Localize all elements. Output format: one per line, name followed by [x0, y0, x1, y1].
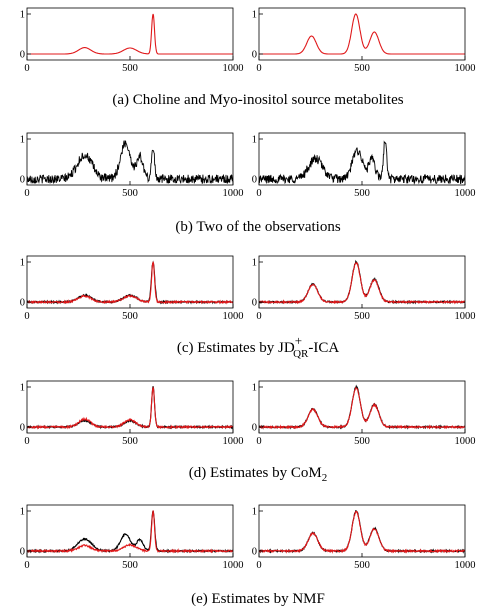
x-tick-label: 1000 [223, 188, 244, 199]
x-tick-label: 0 [24, 311, 29, 322]
x-tick-label: 500 [354, 560, 370, 571]
plot-d-left: 0 1 0 500 1000 [20, 380, 244, 447]
plot-frame [258, 380, 466, 434]
x-tick-label: 0 [256, 63, 261, 74]
x-tick-label: 0 [256, 436, 261, 447]
x-tick-label: 1000 [455, 311, 476, 322]
plot-e-left: 0 1 0 500 1000 [20, 504, 244, 571]
x-tick-label: 500 [354, 436, 370, 447]
y-tick-label: 0 [252, 298, 257, 309]
x-tick-label: 0 [24, 560, 29, 571]
x-tick-label: 1000 [223, 311, 244, 322]
y-tick-label: 1 [252, 507, 257, 518]
plot-b-left: 0 1 0 500 1000 [20, 132, 244, 199]
x-tick-label: 0 [256, 188, 261, 199]
series-line [27, 140, 233, 185]
x-tick-label: 0 [24, 188, 29, 199]
plot-frame [26, 504, 234, 558]
y-tick-label: 0 [252, 175, 257, 186]
caption-c: (c) Estimates by JD+ QR-ICA [177, 333, 340, 360]
y-tick-label: 0 [20, 50, 25, 61]
y-tick-label: 0 [20, 175, 25, 186]
y-tick-label: 0 [252, 50, 257, 61]
y-tick-label: 0 [252, 423, 257, 434]
x-tick-label: 1000 [223, 63, 244, 74]
caption-e: (e) Estimates by NMF [191, 591, 325, 607]
series-line [259, 262, 465, 305]
plot-c-left: 0 1 0 500 1000 [20, 255, 244, 322]
series-line [259, 140, 465, 185]
plot-c-right: 0 1 0 500 1000 [252, 255, 476, 322]
y-tick-label: 1 [20, 507, 25, 518]
series-line [259, 259, 465, 305]
x-tick-label: 1000 [223, 560, 244, 571]
x-tick-label: 500 [122, 436, 138, 447]
x-tick-label: 1000 [223, 436, 244, 447]
x-tick-label: 500 [122, 311, 138, 322]
y-tick-label: 0 [20, 547, 25, 558]
plot-frame [258, 504, 466, 558]
y-tick-label: 0 [252, 547, 257, 558]
series-line [259, 384, 465, 430]
plot-frame [258, 255, 466, 309]
plot-frame [26, 380, 234, 434]
series-line [259, 386, 465, 430]
y-tick-label: 1 [20, 135, 25, 146]
plot-b-right: 0 1 0 500 1000 [252, 132, 476, 199]
x-tick-label: 500 [354, 311, 370, 322]
y-tick-label: 1 [252, 383, 257, 394]
caption-a: (a) Choline and Myo-inositol source meta… [112, 92, 403, 108]
series-line [259, 510, 465, 554]
y-tick-label: 1 [20, 383, 25, 394]
x-tick-label: 500 [354, 188, 370, 199]
y-tick-label: 1 [252, 135, 257, 146]
plot-frame [258, 7, 466, 61]
series-line [27, 510, 233, 554]
series-line [27, 261, 233, 305]
plot-a-left: 0 1 0 500 1000 [20, 7, 244, 74]
y-tick-label: 1 [20, 258, 25, 269]
caption-b: (b) Two of the observations [175, 219, 340, 235]
x-tick-label: 1000 [455, 63, 476, 74]
plot-frame [26, 255, 234, 309]
caption-d: (d) Estimates by CoM2 [189, 465, 327, 484]
series-line [259, 13, 465, 55]
x-tick-label: 500 [122, 188, 138, 199]
y-tick-label: 1 [20, 10, 25, 21]
x-tick-label: 1000 [455, 560, 476, 571]
x-tick-label: 0 [24, 436, 29, 447]
x-tick-label: 500 [122, 63, 138, 74]
x-tick-label: 1000 [455, 188, 476, 199]
plot-a-right: 0 1 0 500 1000 [252, 7, 476, 74]
series-line [27, 386, 233, 430]
x-tick-label: 500 [122, 560, 138, 571]
series-line [27, 13, 233, 55]
series-line [27, 386, 233, 430]
y-tick-label: 1 [252, 10, 257, 21]
x-tick-label: 1000 [455, 436, 476, 447]
y-tick-label: 0 [20, 423, 25, 434]
series-line [259, 510, 465, 554]
x-tick-label: 500 [354, 63, 370, 74]
x-tick-label: 0 [24, 63, 29, 74]
plot-d-right: 0 1 0 500 1000 [252, 380, 476, 447]
plot-e-right: 0 1 0 500 1000 [252, 504, 476, 571]
y-tick-label: 0 [20, 298, 25, 309]
x-tick-label: 0 [256, 560, 261, 571]
y-tick-label: 1 [252, 258, 257, 269]
x-tick-label: 0 [256, 311, 261, 322]
plot-frame [26, 7, 234, 61]
